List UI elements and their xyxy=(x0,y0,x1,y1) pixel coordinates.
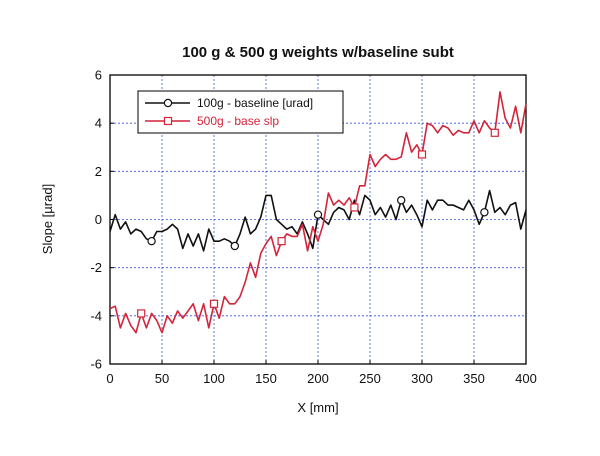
data-point-marker xyxy=(230,241,239,251)
x-tick-label: 250 xyxy=(359,371,381,386)
data-point-marker xyxy=(313,210,323,219)
x-tick-label: 350 xyxy=(463,371,485,386)
data-point-marker xyxy=(209,299,219,308)
legend-box xyxy=(137,90,344,134)
x-tick-label: 400 xyxy=(515,371,537,386)
legend-marker-500g xyxy=(163,116,173,126)
x-tick-label: 100 xyxy=(203,371,225,386)
legend: 100g - baseline [urad] 500g - base slp xyxy=(137,90,344,134)
data-point-marker xyxy=(397,196,406,205)
y-tick-label: 6 xyxy=(95,68,102,83)
y-tick-label: -6 xyxy=(90,357,102,372)
axis-ticks: 0 50 100 150 200 250 300 350 400 -6 -4 -2 0 2 4 6 xyxy=(90,68,536,387)
y-tick-label: 0 xyxy=(95,212,102,227)
x-tick-label: 200 xyxy=(307,371,329,386)
x-tick-label: 150 xyxy=(255,371,277,386)
y-axis-title: Slope [µrad] xyxy=(40,184,55,254)
x-tick-label: 50 xyxy=(155,371,169,386)
data-point-marker xyxy=(480,208,489,217)
y-tick-label: 4 xyxy=(95,116,102,131)
legend-marker-100g xyxy=(163,98,173,108)
y-tick-label: -4 xyxy=(90,308,102,323)
x-axis-title: X [mm] xyxy=(297,400,338,415)
data-point-marker xyxy=(277,237,286,246)
data-point-marker xyxy=(350,203,359,212)
legend-label-500g: 500g - base slp xyxy=(197,114,279,128)
data-point-marker xyxy=(417,150,427,159)
y-tick-label: 2 xyxy=(95,164,102,179)
data-point-marker xyxy=(490,128,499,137)
data-point-marker xyxy=(147,236,156,246)
x-tick-label: 300 xyxy=(411,371,433,386)
x-tick-label: 0 xyxy=(106,371,113,386)
data-point-marker xyxy=(137,309,146,318)
series-lines xyxy=(109,91,527,334)
legend-label-100g: 100g - baseline [urad] xyxy=(197,96,313,110)
y-tick-label: -2 xyxy=(90,260,102,275)
chart-title: 100 g & 500 g weights w/baseline subt xyxy=(182,44,454,61)
series-line-1 xyxy=(109,91,527,334)
